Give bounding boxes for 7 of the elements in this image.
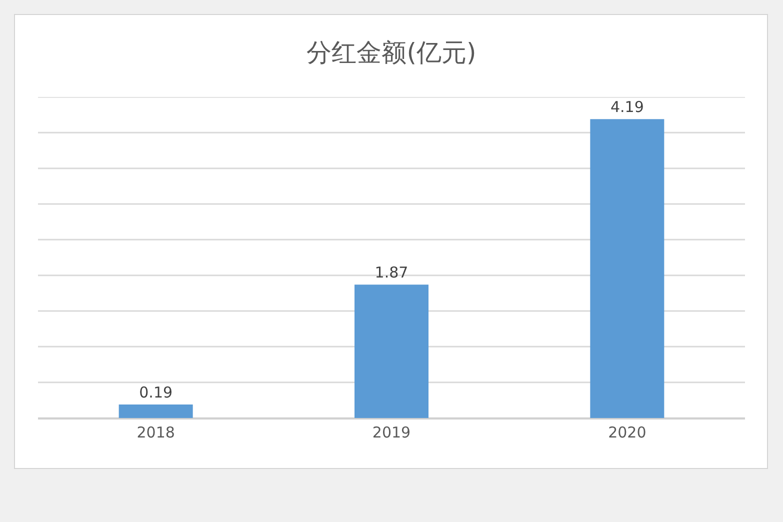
data-label: 0.19: [139, 383, 173, 402]
x-tick-label: 2019: [372, 424, 411, 442]
data-label: 4.19: [610, 98, 644, 116]
data-label: 1.87: [374, 264, 408, 282]
x-tick-label: 2020: [608, 424, 646, 442]
x-tick-label: 2018: [136, 424, 175, 442]
chart-title: 分红金额(亿元): [306, 38, 476, 67]
